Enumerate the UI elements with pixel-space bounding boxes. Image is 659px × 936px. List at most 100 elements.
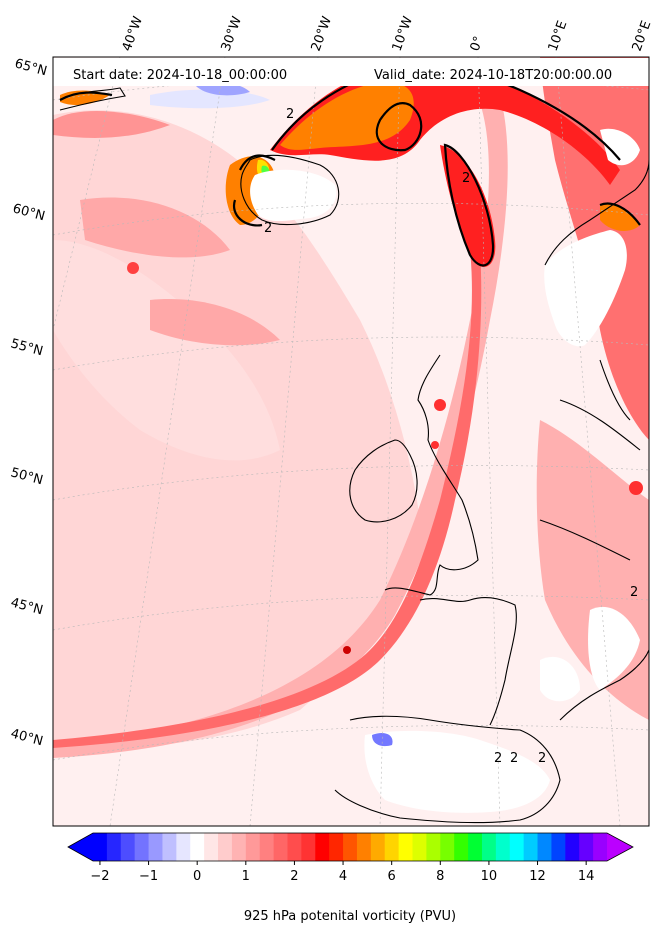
colorbar-cell — [315, 833, 330, 861]
colorbar: −2 −1 0 1 2 4 6 8 10 12 14 925 hPa potenital vorti… — [67, 832, 634, 924]
pv-light-region — [53, 240, 280, 461]
lat-label-40n: 40°N — [9, 726, 45, 749]
colorbar-tick-label: 12 — [529, 869, 546, 884]
colorbar-cell — [106, 833, 122, 861]
colorbar-cell — [231, 833, 247, 861]
scandinavia-mask — [600, 128, 640, 166]
colorbar-cell — [273, 833, 288, 861]
colorbar-cell — [301, 833, 316, 861]
colorbar-cell — [593, 833, 608, 861]
colorbar-cell — [398, 833, 414, 861]
colorbar-tick-label: −1 — [139, 869, 158, 884]
contour-label: 2 — [538, 751, 546, 766]
colorbar-cell — [176, 833, 191, 861]
colorbar-cell — [565, 833, 580, 861]
valid-date-label: Valid_date: 2024-10-18T20:00:00.00 — [374, 68, 612, 83]
contour-label: 2 — [462, 171, 470, 186]
contour-label: 2 — [630, 585, 638, 600]
colorbar-cell — [384, 833, 400, 861]
colorbar-tick-label: 8 — [436, 869, 444, 884]
pv-mid-region — [53, 110, 170, 138]
norway-coast — [544, 159, 649, 266]
colorbar-cell — [481, 833, 497, 861]
iberia-mask — [364, 730, 550, 813]
pv-2-contour-greenland — [59, 91, 113, 101]
colorbar-cell — [370, 833, 386, 861]
colorbar-cell — [468, 833, 483, 861]
pv-jet-orange — [600, 203, 640, 232]
mediterranean-coast — [559, 649, 649, 721]
lon-label-40w: 40°W — [120, 14, 146, 53]
pv-spot — [434, 399, 446, 411]
alps-mask — [588, 606, 640, 690]
pv-mid-region — [150, 299, 280, 346]
lon-label-10e: 10°E — [546, 19, 571, 54]
pv-spot — [431, 441, 439, 449]
colorbar-cell — [343, 833, 358, 861]
lat-label-55n: 55°N — [9, 336, 45, 359]
colorbar-cell — [551, 833, 566, 861]
colorbar-cell — [287, 833, 302, 861]
graticule — [53, 57, 649, 826]
lat-label-45n: 45°N — [9, 595, 45, 618]
colorbar-tick-label: 2 — [290, 869, 298, 884]
colorbar-cell — [537, 833, 552, 861]
pv-2-contour-iceland — [232, 154, 276, 227]
pv-jet-orange — [280, 81, 414, 150]
colorbar-ticks: −2 −1 0 1 2 4 6 8 10 12 14 — [90, 861, 594, 884]
colorbar-cell — [190, 833, 205, 861]
alps-mask — [540, 656, 580, 702]
contour-label: 2 — [286, 107, 294, 122]
colorbar-cell — [329, 833, 344, 861]
colorbar-label: 925 hPa potenital vorticity (PVU) — [244, 909, 456, 924]
contour-labels: 2 2 2 2 2 2 2 — [264, 107, 638, 766]
contour-label: 2 — [494, 751, 502, 766]
colorbar-tick-label: 6 — [388, 869, 396, 884]
pv-2-contour-north — [443, 143, 495, 267]
header-strip — [53, 58, 649, 86]
colorbar-cell — [162, 833, 177, 861]
colorbar-cell — [120, 833, 136, 861]
lat-label-65n: 65°N — [13, 56, 49, 79]
contour-label: 2 — [510, 751, 518, 766]
iceland-coast — [240, 154, 340, 226]
lon-label-20e: 20°E — [630, 19, 655, 54]
colorbar-cell — [148, 833, 163, 861]
scotland-coast — [384, 354, 479, 596]
europe-coast — [539, 359, 641, 561]
lon-label-20w: 20°W — [309, 14, 335, 53]
lat-label-60n: 60°N — [11, 201, 47, 224]
latitude-labels: 65°N 60°N 55°N 50°N 45°N 40°N — [9, 56, 49, 749]
colorbar-cell — [134, 833, 150, 861]
pv-jet-red — [440, 145, 496, 267]
colorbar-cell — [93, 833, 108, 861]
colorbar-outline — [67, 832, 634, 862]
map-frame — [52, 56, 650, 827]
scandinavia-mask — [544, 230, 627, 347]
colorbar-cell — [579, 833, 594, 861]
colorbar-cell — [454, 833, 469, 861]
colorbar-cell — [426, 833, 441, 861]
colorbar-cell — [356, 833, 372, 861]
colorbar-cell — [259, 833, 275, 861]
lat-label-50n: 50°N — [9, 465, 45, 488]
france-coast — [419, 596, 517, 726]
lon-label-0: 0° — [468, 34, 487, 53]
colorbar-cell — [509, 833, 525, 861]
pv-mid-region — [80, 197, 230, 258]
colorbar-cell — [412, 833, 427, 861]
iberia-coast — [334, 715, 561, 824]
colorbar-cell — [523, 833, 539, 861]
colorbar-over-extension — [607, 833, 633, 861]
colorbar-cell — [440, 833, 455, 861]
lon-label-10w: 10°W — [390, 14, 416, 53]
contour-label: 2 — [264, 221, 272, 236]
colorbar-tick-label: 0 — [193, 869, 201, 884]
colorbar-cell — [218, 833, 233, 861]
ireland-coast — [349, 439, 418, 523]
pv-spot — [127, 262, 139, 274]
colorbar-cell — [245, 833, 261, 861]
negative-pv-area — [372, 733, 393, 747]
longitude-labels: 40°W 30°W 20°W 10°W 0° 10°E 20°E — [120, 14, 655, 53]
